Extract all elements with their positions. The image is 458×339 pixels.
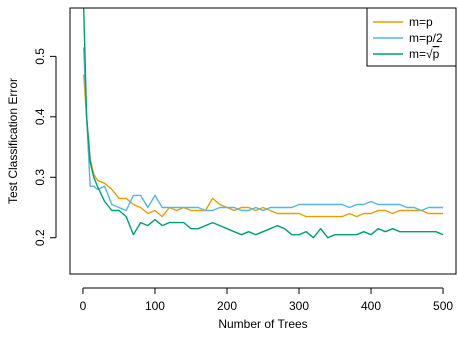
y-tick-label: 0.2 [33, 229, 47, 246]
series-line-2 [83, 47, 443, 212]
axes-layer: 0 100 200 300 400 500 0.2 0.3 0.4 0.5 [33, 48, 453, 313]
x-axis-title: Number of Trees [218, 317, 307, 331]
legend-label: m=√p [409, 47, 440, 61]
x-tick-label: 200 [217, 299, 237, 313]
y-tick-label: 0.4 [33, 108, 47, 125]
y-axis-title: Test Classification Error [6, 78, 20, 204]
x-tick-label: 100 [145, 299, 165, 313]
x-tick-label: 400 [361, 299, 381, 313]
series-layer [83, 8, 444, 239]
x-tick-label: 300 [289, 299, 309, 313]
legend: m=p m=p/2 m=√p [366, 7, 457, 67]
y-tick-label: 0.3 [33, 169, 47, 186]
series-line-3 [83, 8, 444, 239]
legend-box [366, 7, 457, 67]
legend-label: m=p [409, 15, 433, 29]
y-tick-label: 0.5 [33, 48, 47, 65]
x-tick-label: 0 [80, 299, 87, 313]
legend-label: m=p/2 [409, 31, 443, 45]
series-line-1 [83, 74, 443, 218]
x-tick-label: 500 [433, 299, 453, 313]
plot-frame [69, 7, 457, 275]
